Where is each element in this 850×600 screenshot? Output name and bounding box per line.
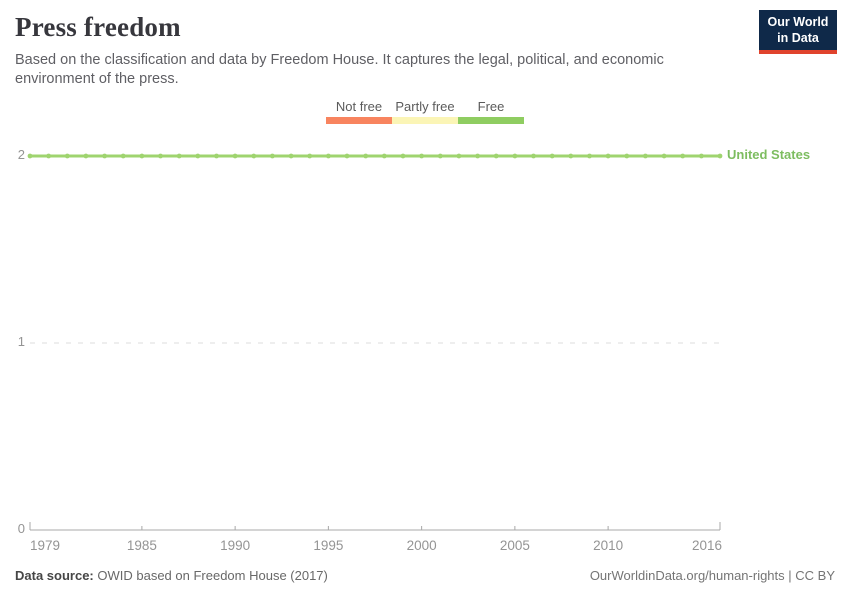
series-label[interactable]: United States [727,147,811,162]
x-axis-tick-label: 1985 [126,538,157,553]
data-point-marker[interactable] [195,153,201,159]
data-point-marker[interactable] [381,153,387,159]
data-point-marker[interactable] [587,153,592,159]
owid-link[interactable]: OurWorldinData.org/human-rights [589,568,785,583]
data-point-marker[interactable] [568,153,574,159]
x-axis-tick-label: 2005 [499,538,530,553]
page-title: Press freedom [15,12,181,42]
legend-color-bar [458,117,524,124]
data-point-marker[interactable] [232,153,238,159]
data-point-marker[interactable] [661,153,667,159]
data-point-marker[interactable] [251,153,257,159]
data-point-marker[interactable] [717,153,723,159]
data-source-note: Data source: OWID based on Freedom House… [15,568,328,583]
chart-subtitle: Based on the classification and data by … [15,52,664,88]
data-point-marker[interactable] [437,153,443,159]
data-point-marker[interactable] [326,153,331,159]
data-point-marker[interactable] [46,153,51,159]
data-point-marker[interactable] [475,153,480,159]
data-point-marker[interactable] [493,153,499,159]
data-point-marker[interactable] [64,153,70,159]
x-axis-tick-label: 2016 [691,538,722,553]
legend-item-partly-free: Partly free [392,99,458,124]
data-point-marker[interactable] [680,153,686,159]
data-point-marker[interactable] [344,153,350,159]
category-legend: Not free Partly free Free [0,99,850,124]
data-point-marker[interactable] [699,153,704,159]
data-point-marker[interactable] [400,153,406,159]
data-point-marker[interactable] [549,153,555,159]
owid-logo-stripe [759,50,837,55]
legend-item-not-free: Not free [326,99,392,124]
data-point-marker[interactable] [214,153,219,159]
data-point-marker[interactable] [456,153,462,159]
data-point-marker[interactable] [27,153,33,159]
data-point-marker[interactable] [102,153,107,159]
x-axis-tick-label: 1995 [313,538,344,553]
data-point-marker[interactable] [176,153,182,159]
y-axis-tick-label: 2 [17,147,25,162]
license-text: | CC BY [784,568,835,583]
data-point-marker[interactable] [605,153,611,159]
legend-label: Partly free [395,99,455,114]
legend-color-bar [392,117,458,124]
data-point-marker[interactable] [531,153,536,159]
data-point-marker[interactable] [624,153,630,159]
y-axis-tick-label: 0 [17,521,25,536]
owid-logo[interactable]: Our World in Data [759,10,837,55]
data-point-marker[interactable] [139,153,145,159]
x-axis-tick-label: 2010 [593,538,624,553]
data-point-marker[interactable] [307,153,313,159]
legend-label: Not free [335,99,383,114]
data-point-marker[interactable] [158,153,163,159]
data-point-marker[interactable] [288,153,294,159]
footer-attribution: OurWorldinData.org/human-rights | CC BY [590,568,835,583]
x-axis-tick-label: 1979 [30,538,61,553]
data-point-marker[interactable] [363,153,369,159]
data-point-marker[interactable] [419,153,424,159]
legend-color-bar [326,117,392,124]
data-point-marker[interactable] [512,153,518,159]
data-point-marker[interactable] [270,153,275,159]
y-axis-tick-label: 1 [17,334,25,349]
data-source-text: OWID based on Freedom House (2017) [97,568,328,583]
owid-logo-line2: in Data [777,30,819,45]
data-point-marker[interactable] [83,153,89,159]
x-axis-tick-label: 1990 [220,538,251,553]
data-point-marker[interactable] [643,153,648,159]
owid-logo-line1: Our World [767,15,829,29]
data-source-label: Data source: [15,568,94,583]
legend-item-free: Free [458,99,524,124]
data-point-marker[interactable] [120,153,126,159]
legend-label: Free [477,99,505,114]
x-axis-tick-label: 2000 [406,538,437,553]
